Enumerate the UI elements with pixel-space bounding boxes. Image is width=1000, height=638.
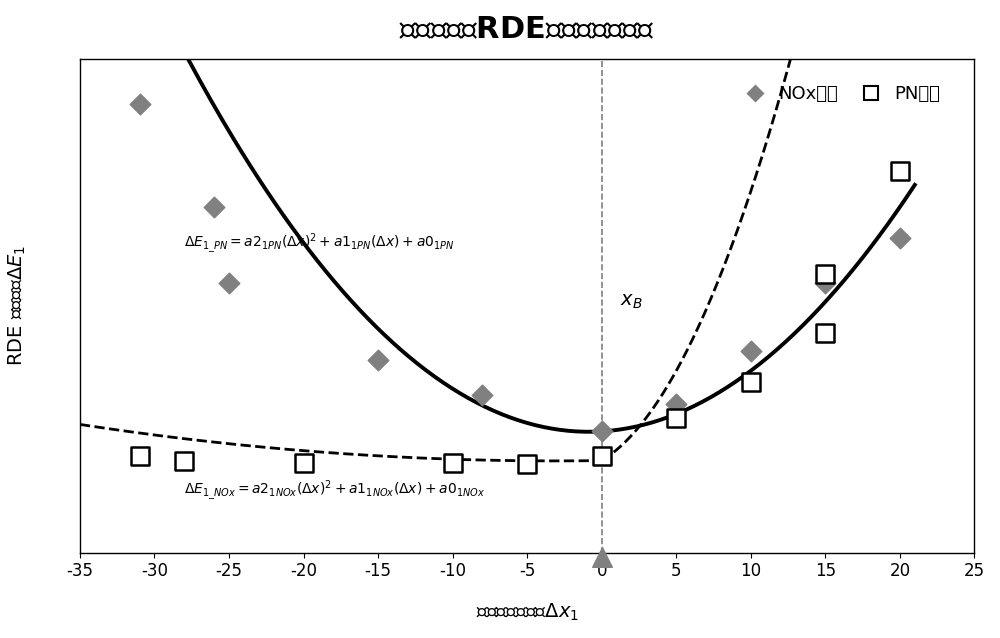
Point bbox=[176, 456, 192, 466]
Point bbox=[817, 269, 833, 279]
Point bbox=[668, 399, 684, 410]
Point bbox=[206, 202, 222, 212]
Point bbox=[668, 413, 684, 423]
Point bbox=[817, 278, 833, 288]
Text: RDE 排放结果$\Delta E_1$: RDE 排放结果$\Delta E_1$ bbox=[7, 245, 28, 366]
Point bbox=[817, 327, 833, 338]
Legend: NOx排放, PN排放: NOx排放, PN排放 bbox=[730, 78, 948, 110]
Point bbox=[594, 451, 610, 461]
Point bbox=[474, 390, 490, 401]
Title: 环境温度对$\mathbf{RDE}$排放结果的影响: 环境温度对$\mathbf{RDE}$排放结果的影响 bbox=[399, 15, 655, 44]
Text: 环境温度变化量$\Delta x_1$: 环境温度变化量$\Delta x_1$ bbox=[476, 602, 579, 623]
Point bbox=[594, 552, 610, 562]
Point bbox=[445, 457, 461, 468]
Point bbox=[892, 166, 908, 176]
Point bbox=[519, 459, 535, 469]
Point bbox=[892, 234, 908, 244]
Point bbox=[132, 451, 148, 461]
Point bbox=[296, 457, 312, 468]
Point bbox=[370, 355, 386, 365]
Point bbox=[743, 346, 759, 356]
Point bbox=[132, 99, 148, 109]
Text: $\Delta E_{1\_NOx} = a2_{1NOx}(\Delta x)^2 + a1_{1NOx}(\Delta x)+ a0_{1NOx}$: $\Delta E_{1\_NOx} = a2_{1NOx}(\Delta x)… bbox=[184, 478, 485, 503]
Point bbox=[594, 426, 610, 436]
Point bbox=[743, 377, 759, 387]
Point bbox=[221, 278, 237, 288]
Text: $x_B$: $x_B$ bbox=[620, 292, 642, 311]
Text: $\Delta E_{1\_PN} = a2_{1PN}(\Delta x)^2 + a1_{1PN}(\Delta x)+ a0_{1PN}$: $\Delta E_{1\_PN} = a2_{1PN}(\Delta x)^2… bbox=[184, 232, 455, 256]
